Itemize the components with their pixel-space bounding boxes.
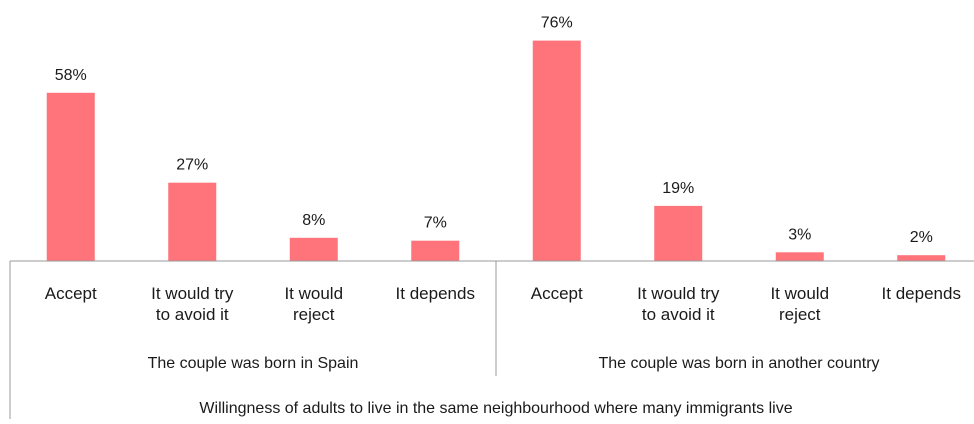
bar — [532, 40, 581, 261]
data-label: 7% — [424, 215, 447, 232]
x-tick-label-line: Accept — [45, 284, 97, 303]
x-tick-label-line: Accept — [531, 284, 583, 303]
x-tick-label-line: reject — [779, 305, 821, 324]
axis-layer — [9, 260, 974, 419]
x-tick-label: Accept — [45, 284, 97, 303]
x-tick-label: It depends — [396, 284, 475, 303]
data-label: 58% — [55, 67, 87, 84]
x-tick-label: It would reject — [284, 284, 343, 324]
labels-layer: 58% Accept 27% It would try to avoid it 8% It … — [45, 15, 961, 372]
group-label: The couple was born in another country — [598, 355, 879, 372]
data-label: 8% — [302, 212, 325, 229]
bar — [168, 182, 217, 261]
x-tick-label: It would try to avoid it — [637, 284, 720, 324]
x-tick-label-line: It would — [770, 284, 829, 303]
data-label: 27% — [176, 157, 208, 174]
bars-layer — [46, 40, 946, 261]
x-tick-label-line: It depends — [882, 284, 961, 303]
bar — [289, 237, 338, 261]
x-tick-label-line: It would — [284, 284, 343, 303]
data-label: 3% — [788, 226, 811, 243]
x-tick-label: It depends — [882, 284, 961, 303]
data-label: 76% — [541, 15, 573, 32]
x-tick-label-line: It would try — [637, 284, 720, 303]
bar — [897, 255, 946, 261]
x-tick-label-line: It depends — [396, 284, 475, 303]
bar — [775, 252, 824, 261]
group-label: The couple was born in Spain — [148, 355, 359, 372]
data-label: 19% — [662, 180, 694, 197]
x-tick-label: It would reject — [770, 284, 829, 324]
x-tick-label-line: reject — [293, 305, 335, 324]
x-tick-label: It would try to avoid it — [151, 284, 234, 324]
x-axis-title: Willingness of adults to live in the sam… — [199, 400, 792, 417]
data-label: 2% — [910, 229, 933, 246]
x-tick-label: Accept — [531, 284, 583, 303]
bar — [46, 92, 95, 261]
x-tick-label-line: to avoid it — [642, 305, 715, 324]
bar — [411, 240, 460, 261]
x-tick-label-line: It would try — [151, 284, 234, 303]
bar — [654, 205, 703, 261]
x-tick-label-line: to avoid it — [156, 305, 229, 324]
